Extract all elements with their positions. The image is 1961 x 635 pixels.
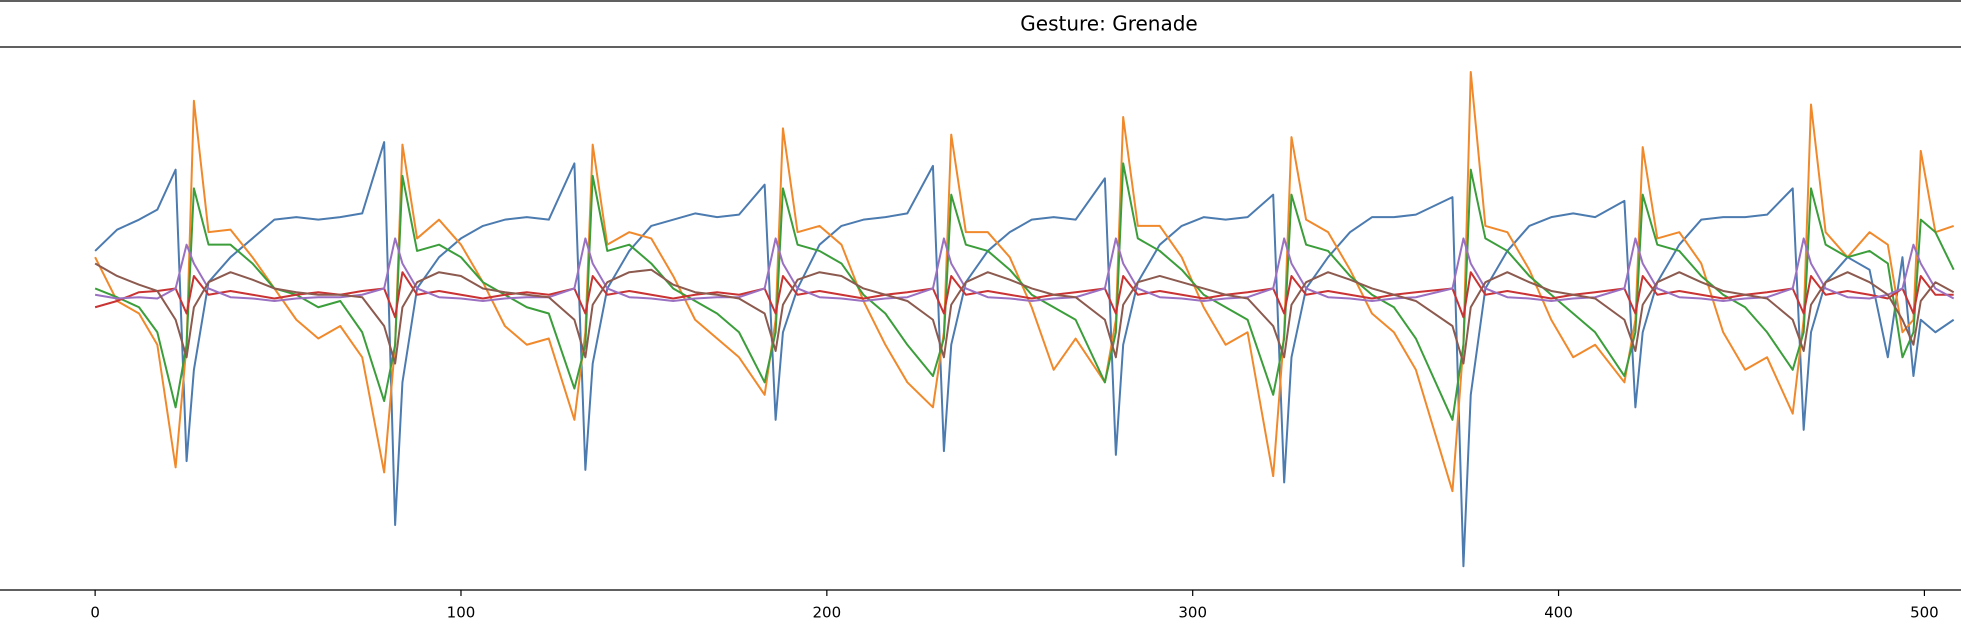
x-tick-label: 0 (90, 604, 100, 622)
x-tick-label: 500 (1910, 604, 1939, 622)
series-line (94, 237, 1955, 302)
plot-area (94, 71, 1955, 568)
series-line (94, 71, 1955, 493)
series-line (94, 262, 1955, 365)
x-tick-label: 200 (813, 604, 842, 622)
series-line (94, 271, 1954, 319)
x-tick-label: 400 (1544, 604, 1573, 622)
chart-title: Gesture: Grenade (1020, 12, 1197, 36)
series-line (94, 162, 1955, 421)
x-tick-label: 300 (1178, 604, 1207, 622)
series-line (94, 141, 1955, 568)
x-tick-label: 100 (447, 604, 476, 622)
